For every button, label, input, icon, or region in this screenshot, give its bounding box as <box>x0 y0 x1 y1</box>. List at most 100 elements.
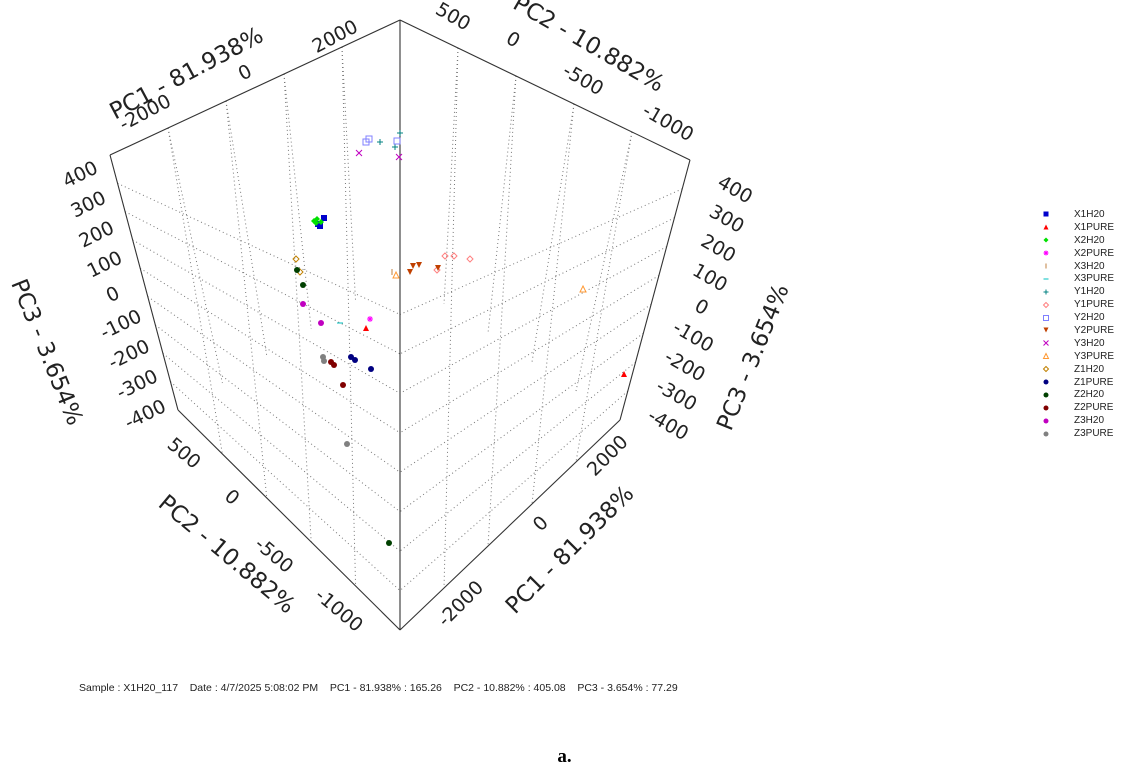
legend-symbol <box>1043 405 1049 411</box>
frame-edge <box>109 154 179 411</box>
legend-marker <box>1045 263 1047 269</box>
grid-line <box>399 246 667 394</box>
grid-line <box>155 324 401 513</box>
data-point <box>395 153 403 161</box>
legend-item: Y2H20 <box>1040 311 1128 324</box>
legend-label: Y2PURE <box>1074 324 1115 336</box>
grid-line <box>487 75 517 334</box>
legend-symbol <box>1043 379 1049 385</box>
tick-label: 200 <box>76 217 118 253</box>
legend-symbol <box>1043 392 1049 398</box>
legend-item: Z2PURE <box>1040 401 1128 414</box>
grid-line <box>341 46 357 587</box>
tick-label: 500 <box>163 433 205 473</box>
legend-item: Y2PURE <box>1040 324 1128 337</box>
data-point <box>321 215 327 221</box>
grid-line <box>575 131 633 463</box>
data-point <box>407 269 413 275</box>
frame-edge <box>619 159 691 421</box>
legend-symbol <box>1043 237 1049 243</box>
frame-edge <box>109 19 401 156</box>
tick-label: 500 <box>432 0 474 35</box>
legend-label: X1PURE <box>1074 221 1115 233</box>
legend-label: X2H20 <box>1074 234 1105 246</box>
data-point <box>435 265 441 271</box>
legend-item: Z1H20 <box>1040 363 1128 376</box>
tick-label: 2000 <box>309 16 362 58</box>
tick-label: 0 <box>235 60 256 85</box>
legend-item: Y3PURE <box>1040 350 1128 363</box>
status-pc1: PC1 - 81.938% : 165.26 <box>329 682 442 694</box>
tick-label: 0 <box>691 295 712 320</box>
legend-symbol <box>1043 314 1049 321</box>
legend-marker <box>1043 327 1049 333</box>
legend-item: Z3H20 <box>1040 414 1128 427</box>
tick-label: 2000 <box>583 431 633 481</box>
legend-label: Z3PURE <box>1074 428 1114 440</box>
legend-item: X1H20 <box>1040 208 1128 221</box>
legend-symbol <box>1043 211 1049 217</box>
data-point <box>392 270 400 279</box>
data-point <box>621 371 627 377</box>
figure-caption: a. <box>557 746 572 767</box>
axis-label-pc3: PC3 - 3.654% <box>5 276 87 430</box>
legend-item: X3PURE <box>1040 272 1128 285</box>
legend-label: Z1H20 <box>1074 363 1105 375</box>
tick-label: 0 <box>502 27 523 52</box>
legend-item: X3H20 <box>1040 260 1128 273</box>
grid-line <box>132 239 401 394</box>
legend-marker <box>1043 224 1049 230</box>
legend-symbol <box>1043 327 1049 333</box>
data-point <box>392 144 398 150</box>
grid-line <box>341 46 357 303</box>
data-point <box>317 223 323 229</box>
legend-marker <box>1043 278 1049 280</box>
axis-label-pc3: PC3 - 3.654% <box>712 281 794 435</box>
axis-label-pc1: PC1 - 81.938% <box>501 481 639 619</box>
data-point <box>367 316 373 322</box>
data-point <box>466 255 474 263</box>
legend-marker <box>1043 431 1049 437</box>
tick-label: 0 <box>220 485 243 510</box>
legend-item: X1PURE <box>1040 221 1128 234</box>
legend-label: Z3H20 <box>1074 415 1105 427</box>
status-sample: Sample : X1H20_117 <box>79 682 179 694</box>
data-point <box>450 252 458 260</box>
legend-label: Z2H20 <box>1074 389 1105 401</box>
tick-label: 300 <box>67 187 109 223</box>
data-point <box>365 135 373 143</box>
data-point <box>416 262 422 268</box>
status-pc3: PC3 - 3.654% : 77.29 <box>577 682 678 694</box>
frame-edge <box>399 419 621 631</box>
grid-line <box>117 182 401 315</box>
legend-marker <box>1042 301 1050 308</box>
grid-line <box>225 100 268 357</box>
data-point <box>344 441 350 447</box>
data-point <box>441 252 449 260</box>
grid-line <box>575 131 633 392</box>
legend-symbol <box>1043 418 1049 424</box>
data-point <box>377 139 383 145</box>
data-point <box>300 282 306 288</box>
data-point <box>393 137 401 145</box>
legend-label: X3H20 <box>1074 260 1105 272</box>
legend-label: Z1PURE <box>1074 376 1114 388</box>
data-point <box>318 219 324 225</box>
legend-symbol <box>1043 340 1049 347</box>
data-point <box>397 130 403 136</box>
data-point <box>579 284 587 293</box>
status-date: Date : 4/7/2025 5:08:02 PM <box>189 682 319 694</box>
grid-line <box>443 47 459 305</box>
tick-label: -2000 <box>433 576 488 631</box>
legend-marker <box>1042 365 1050 373</box>
tick-label: -500 <box>559 59 607 100</box>
legend-label: Y3PURE <box>1074 350 1115 362</box>
data-point <box>340 382 346 388</box>
grid-line <box>167 127 223 384</box>
legend-label: X3PURE <box>1074 273 1115 285</box>
legend-marker <box>1043 211 1049 217</box>
grid-line <box>283 73 312 543</box>
grid-line <box>283 73 312 330</box>
legend-marker <box>1043 418 1049 424</box>
